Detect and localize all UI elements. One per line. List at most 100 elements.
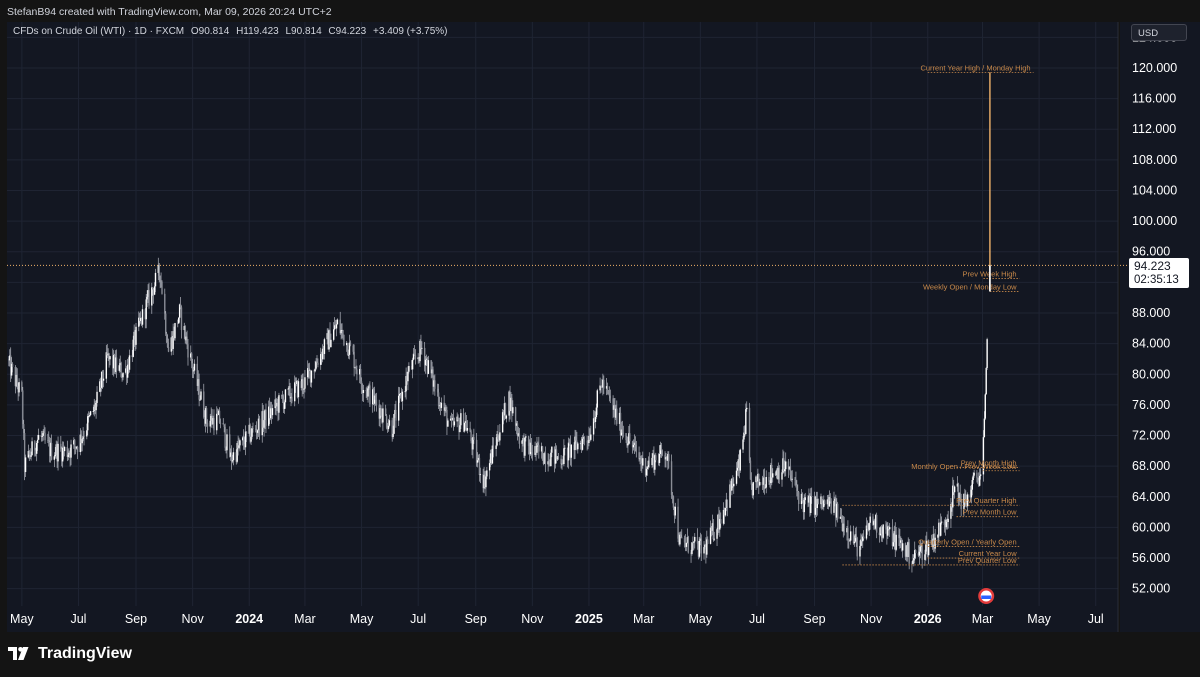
candle-down xyxy=(908,542,910,564)
price-chart[interactable]: 124.000120.000116.000112.000108.000104.0… xyxy=(0,0,1200,634)
candle-up xyxy=(197,379,199,386)
candle-down xyxy=(167,346,170,352)
candle-up xyxy=(543,453,546,464)
candle-up xyxy=(919,546,922,552)
candle-up xyxy=(729,484,731,508)
candle-down xyxy=(281,396,284,400)
x-tick-label: Mar xyxy=(633,612,655,626)
candle-up xyxy=(745,409,747,435)
top-bar: StefanB94 created with TradingView.com, … xyxy=(0,0,1200,22)
candle-down xyxy=(16,374,18,386)
candle-up xyxy=(105,352,108,379)
candle-down xyxy=(203,417,206,424)
candle-down xyxy=(817,498,819,505)
candle-up xyxy=(918,551,921,556)
candle-down xyxy=(380,408,382,416)
candle-down xyxy=(296,380,299,398)
candle-down xyxy=(423,347,426,366)
candle-down xyxy=(969,494,972,498)
candle-up xyxy=(388,420,391,426)
candle-down xyxy=(413,353,416,356)
candle-up xyxy=(10,363,13,376)
tradingview-logo[interactable]: TradingView xyxy=(8,645,132,663)
candle-down xyxy=(898,534,900,539)
candle-up xyxy=(540,446,543,452)
candle-up xyxy=(92,411,95,412)
candle-down xyxy=(187,344,189,358)
candle-up xyxy=(199,399,201,401)
candle-up xyxy=(496,434,498,446)
candle-up xyxy=(459,425,461,433)
candle-up xyxy=(724,507,727,516)
candle-down xyxy=(544,453,547,465)
candle-down xyxy=(43,430,45,434)
candle-up xyxy=(940,522,942,536)
candle-up xyxy=(698,540,701,557)
x-tick-label: Jul xyxy=(1088,612,1104,626)
candle-down xyxy=(375,399,378,406)
candle-down xyxy=(625,433,627,441)
y-tick-label: 72.000 xyxy=(1132,429,1170,443)
candle-up xyxy=(226,434,228,451)
symbol-name: CFDs on Crude Oil (WTI) · 1D · FXCM xyxy=(13,26,185,37)
candle-up xyxy=(87,416,89,431)
candle-down xyxy=(586,441,588,443)
y-tick-label: 104.000 xyxy=(1132,183,1177,197)
candle-down xyxy=(569,443,572,458)
candle-up xyxy=(615,408,617,418)
candle-up xyxy=(239,440,241,446)
candle-up xyxy=(521,440,523,444)
candle-up xyxy=(853,541,856,544)
candle-up xyxy=(464,421,467,423)
candle-down xyxy=(329,330,331,348)
candle-up xyxy=(925,544,927,555)
candle-down xyxy=(953,485,955,493)
candle-down xyxy=(165,313,167,334)
candle-down xyxy=(458,420,460,433)
candle-up xyxy=(699,538,702,541)
candle-down xyxy=(726,499,728,508)
candle-down xyxy=(34,441,36,451)
candle-up xyxy=(781,472,783,480)
candle-down xyxy=(504,403,507,419)
x-tick-label: Jul xyxy=(410,612,426,626)
currency-selector[interactable]: USD xyxy=(1131,24,1187,41)
candle-up xyxy=(68,452,70,455)
candle-down xyxy=(697,543,700,557)
candle-down xyxy=(776,470,779,480)
candle-down xyxy=(352,345,354,352)
candle-up xyxy=(725,499,728,508)
candle-up xyxy=(875,514,877,529)
candle-down xyxy=(294,382,297,385)
candle-up xyxy=(620,429,623,436)
candle-up xyxy=(882,524,884,538)
candle-down xyxy=(696,536,699,544)
candle-down xyxy=(943,521,946,526)
candle-down xyxy=(186,336,188,345)
candle-up xyxy=(419,340,421,362)
candle-up xyxy=(87,416,90,417)
candle-up xyxy=(335,324,338,329)
candle-up xyxy=(96,391,98,403)
x-tick-label: Mar xyxy=(294,612,316,626)
candle-up xyxy=(739,449,741,471)
candle-up xyxy=(444,407,446,411)
candle-up xyxy=(770,465,772,483)
candle-down xyxy=(692,542,694,544)
candle-down xyxy=(235,452,237,462)
candle-down xyxy=(126,368,128,378)
candle-up xyxy=(524,437,526,456)
candle-up xyxy=(736,467,739,471)
candle-up xyxy=(879,527,882,536)
candle-down xyxy=(152,287,154,290)
candle-down xyxy=(621,429,624,433)
candle-down xyxy=(914,550,917,554)
candle-up xyxy=(703,547,705,554)
candle-down xyxy=(657,460,660,463)
candle-down xyxy=(14,367,17,387)
candle-up xyxy=(973,472,975,476)
candle-up xyxy=(30,455,32,457)
candle-down xyxy=(939,522,941,536)
candle-up xyxy=(314,368,316,372)
candle-down xyxy=(131,355,134,357)
